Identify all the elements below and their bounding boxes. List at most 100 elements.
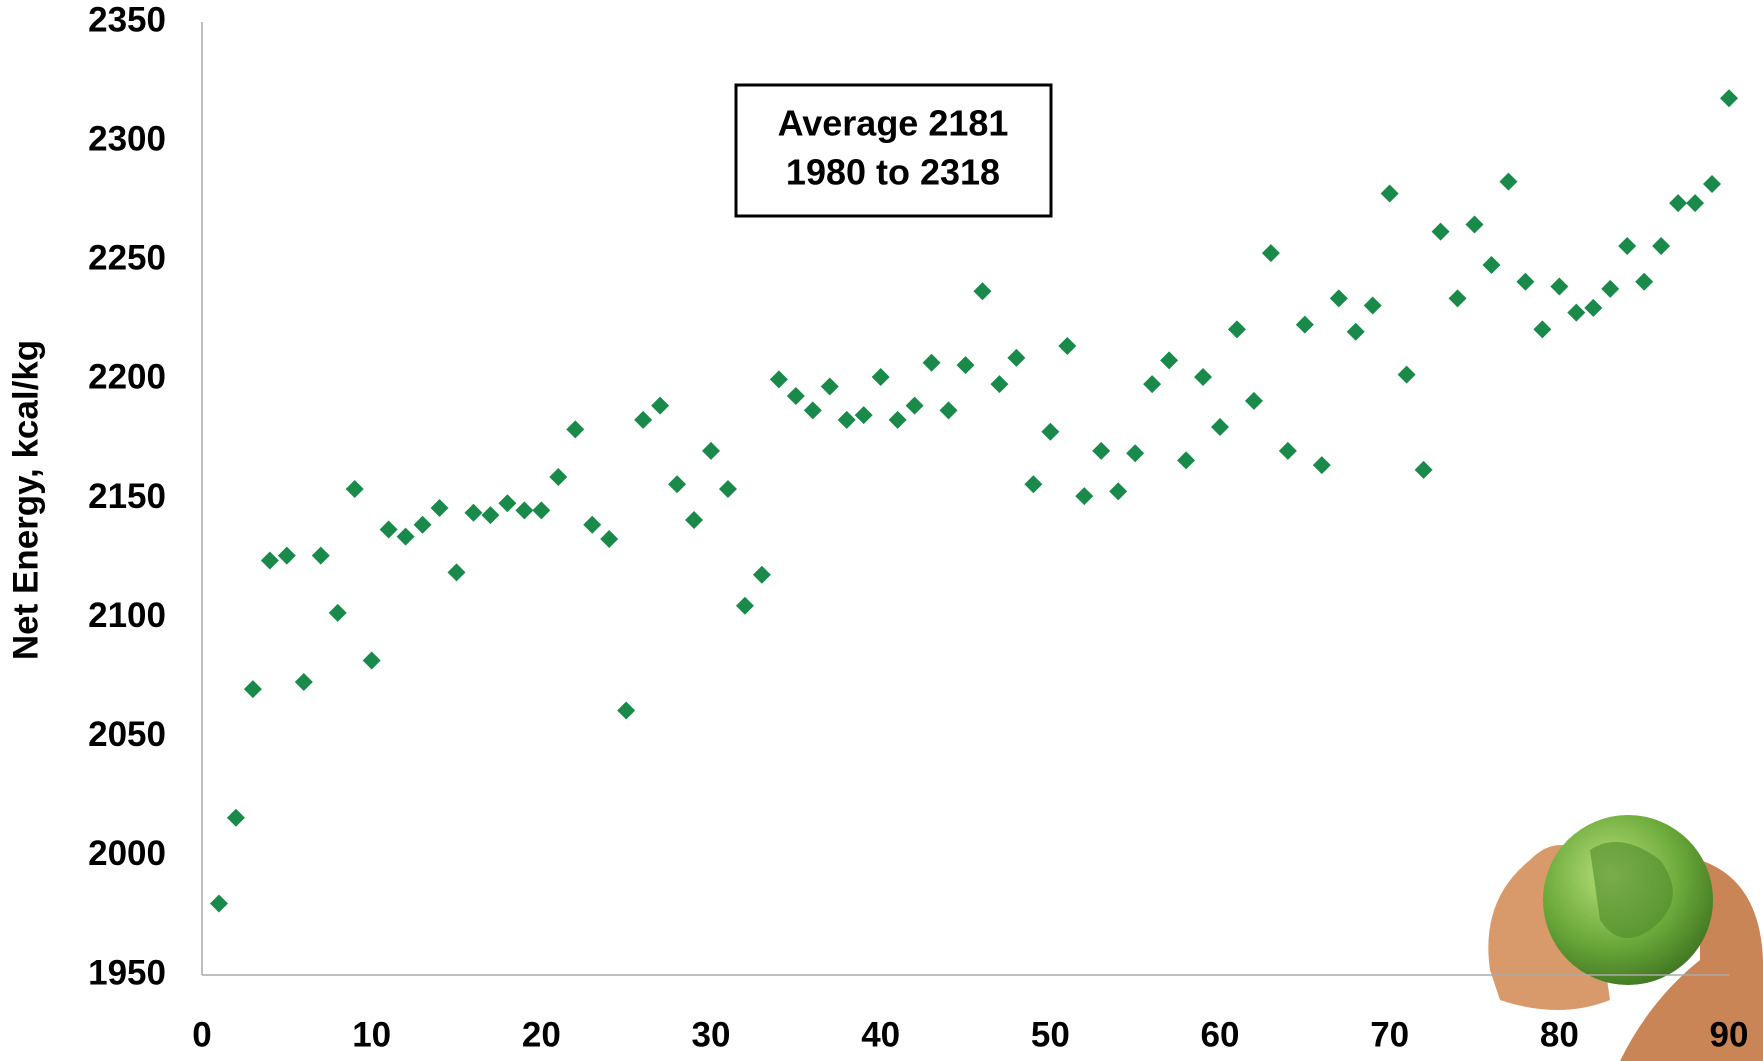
- y-tick-label: 2200: [88, 358, 166, 397]
- data-point: [956, 356, 975, 375]
- data-point: [277, 546, 296, 565]
- x-tick-label: 90: [1710, 1015, 1749, 1054]
- data-point: [1092, 441, 1111, 460]
- y-tick-label: 1950: [88, 953, 166, 992]
- x-tick-label: 40: [861, 1015, 900, 1054]
- x-tick-label: 20: [522, 1015, 561, 1054]
- annotation-box: [734, 83, 1053, 218]
- data-point: [1482, 256, 1501, 275]
- data-point: [498, 494, 517, 513]
- data-point: [1618, 236, 1637, 255]
- data-point: [379, 520, 398, 539]
- y-tick-label: 2050: [88, 715, 166, 754]
- y-tick-label: 2150: [88, 477, 166, 516]
- x-tick-label: 80: [1540, 1015, 1579, 1054]
- data-point: [769, 370, 788, 389]
- data-point: [1244, 391, 1263, 410]
- x-tick-label: 70: [1370, 1015, 1409, 1054]
- data-point: [820, 377, 839, 396]
- data-point: [1024, 475, 1043, 494]
- data-point: [1363, 296, 1382, 315]
- data-point: [294, 672, 313, 691]
- data-point: [1211, 418, 1229, 437]
- data-point: [1058, 337, 1077, 356]
- y-tick-label: 2100: [88, 596, 166, 635]
- data-point: [718, 479, 737, 498]
- data-point: [447, 563, 466, 582]
- data-point: [1720, 89, 1738, 108]
- data-point: [226, 808, 245, 827]
- data-point: [651, 396, 670, 415]
- y-tick-label: 2000: [88, 834, 166, 873]
- data-point: [515, 501, 534, 520]
- data-point: [566, 420, 585, 439]
- data-point: [1261, 244, 1280, 263]
- data-point: [973, 282, 992, 301]
- data-point: [1448, 289, 1467, 308]
- data-point: [1414, 460, 1433, 479]
- y-tick-label: 2250: [88, 239, 166, 278]
- x-tick-label: 0: [192, 1015, 211, 1054]
- data-point: [430, 499, 449, 518]
- data-point: [1584, 298, 1603, 317]
- data-point: [532, 501, 551, 520]
- data-point: [1312, 456, 1331, 475]
- data-point: [1601, 279, 1620, 298]
- y-axis-label: Net Energy, kcal/kg: [6, 340, 45, 660]
- data-point: [871, 367, 890, 386]
- x-tick-label: 10: [352, 1015, 391, 1054]
- data-point: [1126, 444, 1145, 463]
- data-point: [702, 441, 720, 460]
- data-point: [1567, 303, 1586, 322]
- data-point: [549, 468, 568, 487]
- data-point: [1295, 315, 1314, 334]
- data-point: [1075, 487, 1094, 506]
- data-point: [1041, 422, 1060, 441]
- data-point: [1669, 194, 1688, 213]
- data-point: [1652, 236, 1671, 255]
- data-point: [634, 410, 653, 429]
- data-point: [786, 387, 805, 406]
- data-point: [685, 510, 704, 529]
- data-point: [1194, 367, 1213, 386]
- annotation-text: Average 2181: [778, 103, 1009, 144]
- data-point: [1227, 320, 1246, 339]
- data-point: [752, 565, 771, 584]
- data-point: [1143, 375, 1162, 394]
- data-point: [328, 603, 347, 622]
- data-point: [1177, 451, 1196, 470]
- x-tick-label: 30: [692, 1015, 731, 1054]
- data-point: [735, 596, 754, 615]
- data-point: [1465, 215, 1484, 234]
- data-point: [922, 353, 941, 372]
- data-point: [990, 375, 1009, 394]
- x-tick-label: 50: [1031, 1015, 1070, 1054]
- data-point: [243, 680, 262, 699]
- y-tick-label: 2350: [88, 0, 166, 39]
- annotation-text: 1980 to 2318: [786, 152, 1000, 193]
- data-point: [1329, 289, 1348, 308]
- data-point: [617, 701, 636, 720]
- data-point: [362, 651, 381, 670]
- data-point: [668, 475, 687, 494]
- data-point: [1686, 194, 1705, 213]
- data-point: [803, 401, 822, 420]
- data-point: [464, 503, 483, 522]
- data-point: [260, 551, 279, 570]
- data-point: [905, 396, 924, 415]
- data-point: [1431, 222, 1450, 241]
- data-point: [345, 479, 364, 498]
- x-tick-label: 60: [1201, 1015, 1240, 1054]
- data-point: [1499, 172, 1518, 191]
- data-point: [1160, 351, 1179, 370]
- data-point: [1635, 272, 1654, 291]
- data-point: [311, 546, 330, 565]
- data-point: [1278, 441, 1297, 460]
- data-point: [1550, 277, 1569, 296]
- y-tick-label: 2300: [88, 119, 166, 158]
- data-point: [888, 410, 907, 429]
- data-point: [1346, 322, 1365, 341]
- data-point: [600, 530, 619, 549]
